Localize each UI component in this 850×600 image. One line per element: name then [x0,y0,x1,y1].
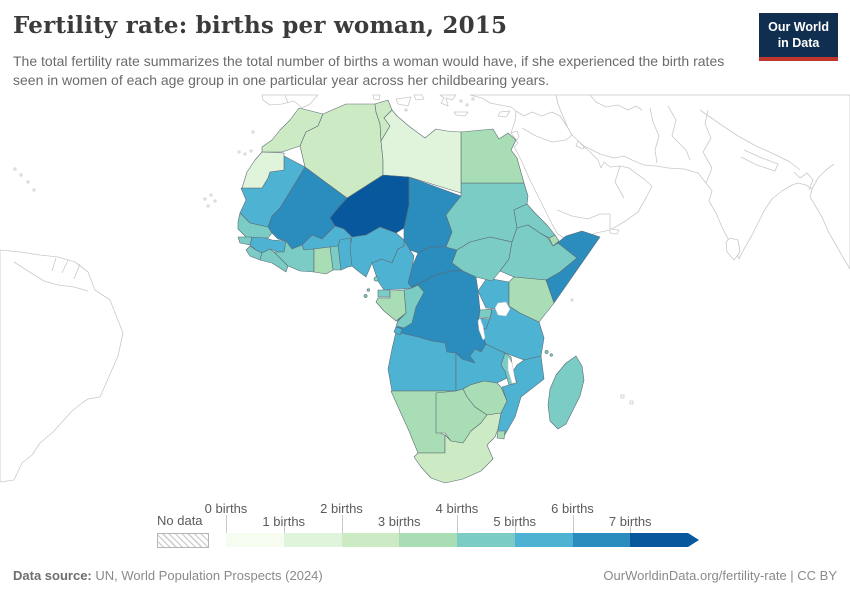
caribbean-islands [13,167,36,192]
legend-bin-1[interactable] [283,533,342,547]
legend-tick-0 [226,515,227,533]
legend-bin-7[interactable] [630,533,688,547]
legend-bin-0[interactable] [226,533,284,547]
lake-victoria [494,301,511,317]
country-senegal[interactable]: Senegal: 4-5 births [237,212,273,239]
legend-no-data-swatch[interactable] [157,533,209,548]
legend-bin-5[interactable] [514,533,573,547]
data-source-text: UN, World Population Prospects (2024) [91,568,323,583]
legend-tick-5 [514,526,516,533]
lake-malawi [507,356,517,384]
legend-tick-2 [341,515,343,533]
country-comoros[interactable]: Comoros: 4-5 births [544,350,553,357]
country-libya[interactable]: Libya: 1-2 births [380,109,462,194]
country-egypt[interactable]: Egypt: 3-4 births [460,128,525,184]
legend-tick-7 [630,526,632,533]
south-america-borders [13,257,89,292]
country-djibouti[interactable]: Djibouti: 3-4 births [548,234,560,247]
country-madagascar[interactable]: Madagascar: 4-5 births [547,355,585,430]
legend-tick-6 [572,515,574,533]
legend-tick-label-0: 0 births [204,501,248,516]
greece-outline [439,94,469,117]
country-gabon[interactable]: Gabon: 3-4 births [375,289,407,322]
south-asia-borders [589,94,835,191]
legend-no-data-label: No data [157,513,203,528]
country-sao-tome[interactable]: Sao Tome and Principe: 4-5 births [363,288,370,298]
country-cabinda[interactable]: Angola (Cabinda): 5-6 births [393,326,403,336]
country-western-sahara[interactable]: Western Sahara: 1-2 births [241,151,285,189]
country-ethiopia[interactable]: Ethiopia: 4-5 births [499,224,578,281]
legend-tick-4 [457,515,458,533]
chart-footer: Data source: UN, World Population Prospe… [13,568,837,583]
sri-lanka-outline [725,237,741,261]
cape-verde-islands [203,193,217,208]
country-rwanda[interactable]: Rwanda: 4-5 births [478,308,493,319]
legend-arrow [688,533,699,547]
country-cote-divoire[interactable]: Cote d'Ivoire: 4-5 births [273,240,315,273]
legend-bin-6[interactable] [572,533,631,547]
legend-tick-3 [399,526,401,533]
socotra-outline [609,228,620,235]
country-south-africa[interactable]: South Africa: 2-3 births [413,412,502,484]
data-source-note: Data source: UN, World Population Prospe… [13,568,323,583]
legend-tick-label-3: 3 births [377,514,421,529]
legend-tick-label-2: 2 births [320,501,363,516]
sardinia-outline [372,94,381,101]
sicily-italy-outline [395,94,425,107]
page-title: Fertility rate: births per woman, 2015 [13,12,508,39]
west-asia-borders [510,110,625,230]
malta-aegean-islands [404,97,475,112]
country-guinea-bissau[interactable]: Guinea-Bissau: 4-5 births [237,236,253,246]
mauritius-reunion-islands [570,298,634,405]
legend-tick-label-4: 4 births [435,501,479,516]
iberia-outline [261,94,319,109]
legend-tick-label-7: 7 births [608,514,652,529]
legend-bin-3[interactable] [399,533,457,547]
legend-bin-2[interactable] [341,533,400,547]
citation-link[interactable]: OurWorldinData.org/fertility-rate | CC B… [603,568,837,583]
owid-logo-line1: Our World [768,20,829,34]
south-america-outline [0,249,124,483]
legend-tick-label-5: 5 births [493,514,537,529]
legend-tick-label-1: 1 births [262,514,306,529]
data-source-label: Data source: [13,568,92,583]
lake-tanganyika [477,317,486,341]
country-congo[interactable]: Congo: 4-5 births [395,284,425,329]
legend-tick-1 [283,526,285,533]
cyprus-outline [497,110,511,118]
owid-logo-line2: in Data [777,35,820,50]
country-kenya[interactable]: Kenya: 3-4 births [508,276,555,323]
country-eswatini[interactable]: Eswatini: 3-4 births [496,430,506,440]
legend-tick-label-6: 6 births [551,501,594,516]
owid-logo[interactable]: Our World in Data [759,13,838,62]
canary-islands [237,130,255,156]
chart-subtitle: The total fertility rate summarizes the … [13,53,725,88]
country-ghana[interactable]: Ghana: 3-4 births [313,246,334,275]
legend-bin-4[interactable] [457,533,515,547]
